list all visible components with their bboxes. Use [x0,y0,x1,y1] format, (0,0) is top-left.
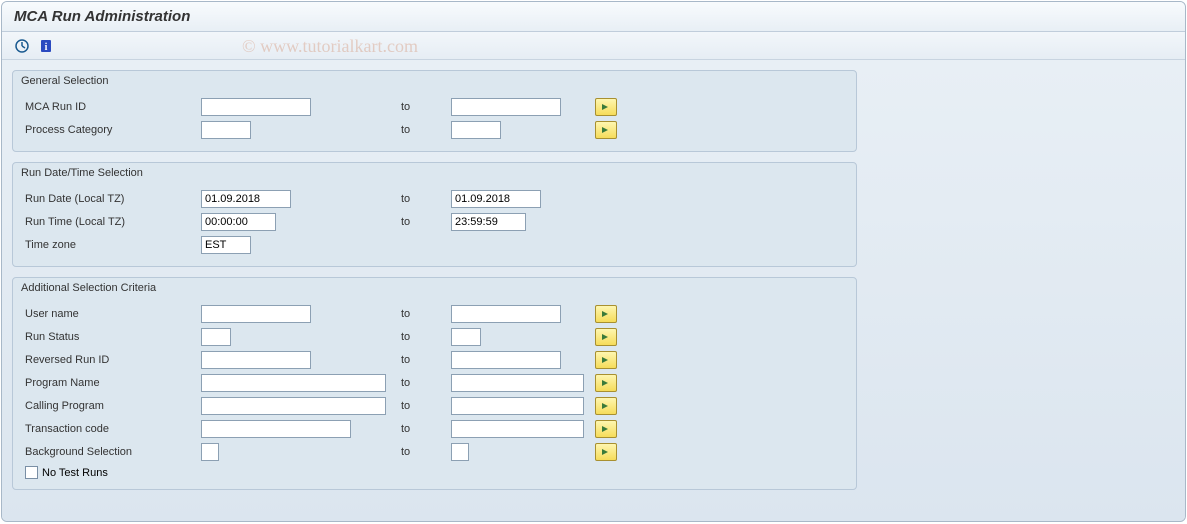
calling-program-from-input[interactable] [201,397,386,415]
to-label: to [401,446,451,458]
svg-text:i: i [45,42,48,53]
background-selection-from-input[interactable] [201,443,219,461]
group-title-general: General Selection [13,71,856,95]
row-timezone: Time zone [13,234,856,256]
user-name-to-input[interactable] [451,305,561,323]
group-title-datetime: Run Date/Time Selection [13,163,856,187]
program-name-from-input[interactable] [201,374,386,392]
row-no-test-runs: No Test Runs [13,466,856,479]
no-test-runs-checkbox[interactable] [25,466,38,479]
row-program-name: Program Name to [13,372,856,394]
row-mca-run-id: MCA Run ID to [13,96,856,118]
watermark-text: © www.tutorialkart.com [242,36,418,57]
user-name-from-input[interactable] [201,305,311,323]
group-title-additional: Additional Selection Criteria [13,278,856,302]
title-bar: MCA Run Administration [2,2,1185,32]
label-background-selection: Background Selection [21,446,201,458]
execute-icon[interactable] [12,37,32,55]
calling-program-to-input[interactable] [451,397,584,415]
row-transaction-code: Transaction code to [13,418,856,440]
row-process-category: Process Category to [13,119,856,141]
label-run-date: Run Date (Local TZ) [21,193,201,205]
row-reversed-run-id: Reversed Run ID to [13,349,856,371]
to-label: to [401,400,451,412]
transaction-code-multi-button[interactable] [595,420,617,438]
label-user-name: User name [21,308,201,320]
to-label: to [401,193,451,205]
run-status-multi-button[interactable] [595,328,617,346]
information-icon[interactable]: i [36,37,56,55]
background-selection-multi-button[interactable] [595,443,617,461]
transaction-code-from-input[interactable] [201,420,351,438]
toolbar: i © www.tutorialkart.com [2,32,1185,60]
row-calling-program: Calling Program to [13,395,856,417]
row-background-selection: Background Selection to [13,441,856,463]
label-run-time: Run Time (Local TZ) [21,216,201,228]
run-date-from-input[interactable] [201,190,291,208]
label-transaction-code: Transaction code [21,423,201,435]
row-run-status: Run Status to [13,326,856,348]
process-category-multi-button[interactable] [595,121,617,139]
group-datetime-selection: Run Date/Time Selection Run Date (Local … [12,162,857,267]
process-category-to-input[interactable] [451,121,501,139]
label-reversed-run-id: Reversed Run ID [21,354,201,366]
transaction-code-to-input[interactable] [451,420,584,438]
to-label: to [401,216,451,228]
background-selection-to-input[interactable] [451,443,469,461]
run-time-from-input[interactable] [201,213,276,231]
timezone-input[interactable] [201,236,251,254]
reversed-run-id-multi-button[interactable] [595,351,617,369]
program-name-multi-button[interactable] [595,374,617,392]
content-area: General Selection MCA Run ID to Process … [2,60,1185,522]
app-window: MCA Run Administration i © www.tutorialk… [1,1,1186,522]
to-label: to [401,423,451,435]
label-calling-program: Calling Program [21,400,201,412]
process-category-from-input[interactable] [201,121,251,139]
label-mca-run-id: MCA Run ID [21,101,201,113]
mca-run-id-multi-button[interactable] [595,98,617,116]
to-label: to [401,331,451,343]
program-name-to-input[interactable] [451,374,584,392]
label-process-category: Process Category [21,124,201,136]
label-timezone: Time zone [21,239,201,251]
group-general-selection: General Selection MCA Run ID to Process … [12,70,857,152]
reversed-run-id-from-input[interactable] [201,351,311,369]
to-label: to [401,377,451,389]
to-label: to [401,354,451,366]
mca-run-id-from-input[interactable] [201,98,311,116]
run-time-to-input[interactable] [451,213,526,231]
group-additional-criteria: Additional Selection Criteria User name … [12,277,857,490]
reversed-run-id-to-input[interactable] [451,351,561,369]
calling-program-multi-button[interactable] [595,397,617,415]
to-label: to [401,124,451,136]
user-name-multi-button[interactable] [595,305,617,323]
run-status-from-input[interactable] [201,328,231,346]
to-label: to [401,101,451,113]
row-run-time: Run Time (Local TZ) to [13,211,856,233]
label-run-status: Run Status [21,331,201,343]
mca-run-id-to-input[interactable] [451,98,561,116]
to-label: to [401,308,451,320]
run-date-to-input[interactable] [451,190,541,208]
page-title: MCA Run Administration [14,8,190,25]
row-run-date: Run Date (Local TZ) to [13,188,856,210]
label-program-name: Program Name [21,377,201,389]
run-status-to-input[interactable] [451,328,481,346]
no-test-runs-label: No Test Runs [42,467,108,479]
row-user-name: User name to [13,303,856,325]
